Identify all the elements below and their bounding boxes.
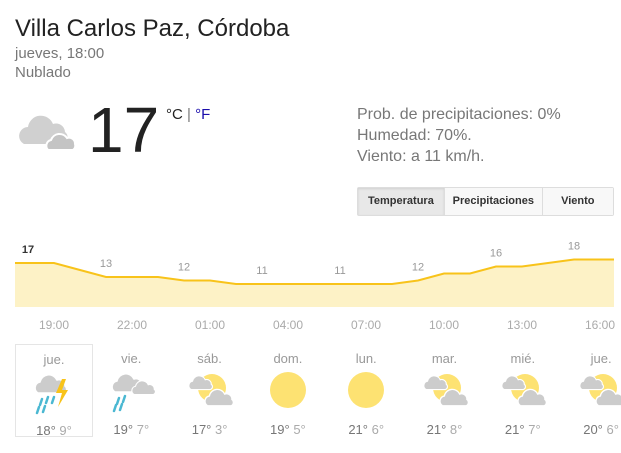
partly-cloudy-icon xyxy=(563,366,621,414)
low-temp-value: 3° xyxy=(215,422,228,437)
tab-precipitaciones[interactable]: Precipitaciones xyxy=(443,188,542,215)
cloudy-icon xyxy=(18,110,78,157)
temperature-chart: 17 13 12 11 11 12 16 18 xyxy=(15,241,614,307)
low-temp: 3° xyxy=(211,422,227,437)
low-temp: 7° xyxy=(525,422,541,437)
time-tick: 10:00 xyxy=(428,318,460,332)
datetime: jueves, 18:00 xyxy=(15,45,105,62)
point-label: 18 xyxy=(568,241,580,253)
sunny-icon xyxy=(328,366,404,414)
low-temp: 9° xyxy=(56,423,72,438)
tab-viento[interactable]: Viento xyxy=(541,188,613,215)
day-temps: 21° 6° xyxy=(328,422,404,437)
low-temp: 8° xyxy=(446,422,462,437)
point-label: 16 xyxy=(490,248,502,260)
point-label: 12 xyxy=(178,262,190,274)
low-temp: 7° xyxy=(133,422,149,437)
forecast-day[interactable]: dom. 19° 5° xyxy=(250,344,326,437)
time-tick: 19:00 xyxy=(38,318,70,332)
low-temp: 6° xyxy=(368,422,384,437)
unit-separator: | xyxy=(182,106,196,123)
forecast-day[interactable]: lun. 21° 6° xyxy=(328,344,404,437)
sunny-icon xyxy=(250,366,326,414)
precipitation-probability: Prob. de precipitaciones: 0% xyxy=(357,106,561,123)
day-temps: 19° 5° xyxy=(250,422,326,437)
tab-temperatura[interactable]: Temperatura xyxy=(358,188,444,215)
wind: Viento: a 11 km/h. xyxy=(357,148,485,165)
low-temp: 5° xyxy=(290,422,306,437)
day-name: lun. xyxy=(355,351,377,366)
time-tick: 16:00 xyxy=(584,318,616,332)
forecast-day[interactable]: jue. 20° 6° xyxy=(563,344,621,437)
day-temps: 20° 6° xyxy=(563,422,621,437)
high-temp: 18° xyxy=(36,423,56,438)
day-name: vie. xyxy=(121,351,142,366)
point-label: 11 xyxy=(334,265,345,277)
day-name: dom. xyxy=(273,351,303,366)
point-label: 11 xyxy=(256,265,267,277)
low-temp-value: 6° xyxy=(371,422,385,437)
point-label: 13 xyxy=(100,258,112,270)
humidity: Humedad: 70%. xyxy=(357,127,472,144)
day-name: sáb. xyxy=(197,351,222,366)
day-temps: 21° 7° xyxy=(485,422,561,437)
condition: Nublado xyxy=(15,64,71,81)
time-tick: 04:00 xyxy=(272,318,304,332)
time-tick: 13:00 xyxy=(506,318,538,332)
high-temp: 21° xyxy=(504,422,525,437)
time-tick: 07:00 xyxy=(350,318,382,332)
high-temp: 19° xyxy=(270,422,290,437)
forecast-day[interactable]: sáb. 17° 3° xyxy=(172,344,248,437)
forecast-day[interactable]: jue. 18° 9° xyxy=(15,344,93,438)
low-temp-value: 7° xyxy=(528,422,541,437)
high-temp: 21° xyxy=(426,422,447,437)
day-name: mar. xyxy=(431,351,458,366)
forecast-day[interactable]: mié. 21° 7° xyxy=(485,344,561,437)
rain-icon xyxy=(93,366,169,414)
point-label: 12 xyxy=(412,262,424,274)
time-tick: 01:00 xyxy=(194,318,226,332)
temperature-line xyxy=(15,258,614,285)
day-temps: 18° 9° xyxy=(16,423,92,438)
unit-toggle: °C | °F xyxy=(166,106,210,124)
high-temp: 21° xyxy=(348,422,368,437)
low-temp-value: 8° xyxy=(449,422,463,437)
day-temps: 17° 3° xyxy=(172,422,248,437)
forecast-day[interactable]: vie. 19° 7° xyxy=(93,344,169,437)
high-temp: 17° xyxy=(191,422,212,437)
location-title: Villa Carlos Paz, Córdoba xyxy=(15,15,290,42)
high-temp: 19° xyxy=(113,422,134,437)
fahrenheit-link[interactable]: °F xyxy=(195,106,211,123)
chart-tabs: Temperatura Precipitaciones Viento xyxy=(357,187,614,216)
partly-cloudy-icon xyxy=(172,366,248,414)
time-tick: 22:00 xyxy=(116,318,148,332)
low-temp-value: 7° xyxy=(136,422,150,437)
day-temps: 19° 7° xyxy=(93,422,169,437)
partly-cloudy-icon xyxy=(485,366,561,414)
low-temp: 6° xyxy=(603,422,619,437)
day-name: jue. xyxy=(590,351,612,366)
temperature-area xyxy=(15,259,614,307)
point-label: 17 xyxy=(22,244,34,256)
day-temps: 21° 8° xyxy=(407,422,483,437)
celsius-link[interactable]: °C xyxy=(166,106,183,123)
high-temp: 20° xyxy=(583,422,603,437)
low-temp-value: 5° xyxy=(293,422,306,437)
day-name: jue. xyxy=(43,352,65,367)
forecast-day[interactable]: mar. 21° 8° xyxy=(407,344,483,437)
low-temp-value: 9° xyxy=(59,423,72,438)
low-temp-value: 6° xyxy=(606,422,619,437)
partly-cloudy-icon xyxy=(407,366,483,414)
day-name: mié. xyxy=(510,351,536,366)
current-temperature: 17 xyxy=(88,94,160,166)
thunderstorm-icon xyxy=(16,367,92,415)
